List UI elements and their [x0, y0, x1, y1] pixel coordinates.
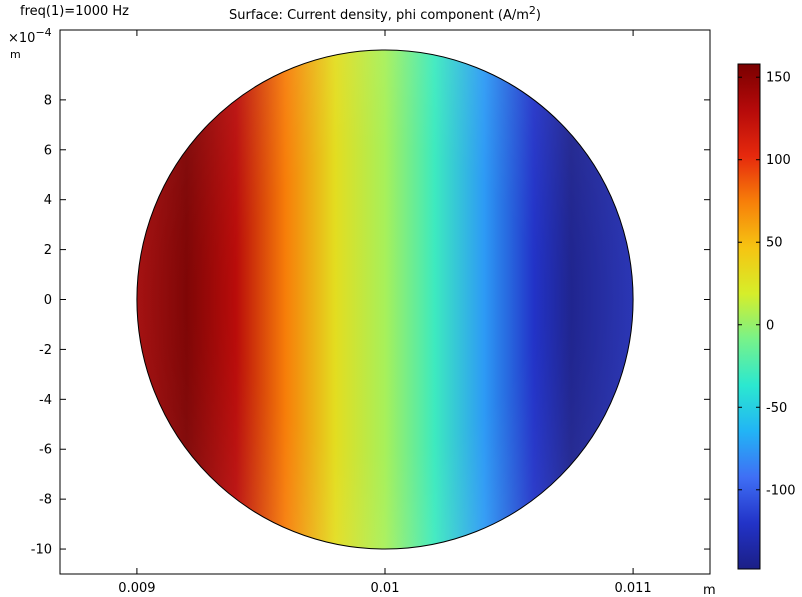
y-multiplier: ×10−4 — [8, 26, 52, 46]
chart-title: Surface: Current density, phi component … — [229, 4, 541, 23]
y-unit: m — [10, 48, 21, 61]
y-tick-label: -4 — [39, 393, 52, 408]
y-tick-label: 6 — [44, 143, 52, 158]
colorbar-tick-label: 0 — [766, 318, 774, 333]
y-tick-label: -6 — [39, 443, 52, 458]
x-axis: 0.009 0.01 0.011 — [118, 30, 652, 596]
surface-shading — [136, 49, 634, 550]
title-suffix: ) — [536, 8, 541, 23]
y-axis: 8 6 4 2 0 -2 -4 -6 -8 -10 — [31, 93, 710, 558]
colorbar-scale — [737, 63, 761, 570]
colorbar-tick-label: 100 — [766, 153, 791, 168]
y-tick-label: 4 — [44, 193, 52, 208]
title-prefix: Surface: Current density, phi component … — [229, 8, 529, 23]
corner-label: freq(1)=1000 Hz — [20, 4, 129, 19]
y-tick-label: -8 — [39, 493, 52, 508]
domain-boundary — [136, 49, 634, 550]
y-multiplier-exp: −4 — [35, 26, 51, 39]
x-tick-label: 0.009 — [118, 581, 155, 596]
colorbar-tick-label: 150 — [766, 71, 791, 86]
x-tick-label: 0.011 — [614, 581, 651, 596]
title-sup: 2 — [529, 4, 536, 17]
colorbar-tick-label: -50 — [766, 401, 787, 416]
x-unit: m — [703, 583, 716, 597]
y-tick-label: 8 — [44, 93, 52, 108]
y-tick-label: 2 — [44, 243, 52, 258]
surface-plot — [136, 49, 634, 550]
colorbar-tick-label: 50 — [766, 236, 783, 251]
x-tick-label: 0.01 — [371, 581, 400, 596]
y-tick-label: 0 — [44, 293, 52, 308]
y-multiplier-base: ×10 — [8, 31, 35, 46]
colorbar: 150 100 50 0 -50 -100 — [737, 63, 796, 570]
colorbar-tick-label: -100 — [766, 483, 796, 498]
y-tick-label: -10 — [31, 543, 52, 558]
y-tick-label: -2 — [39, 343, 52, 358]
